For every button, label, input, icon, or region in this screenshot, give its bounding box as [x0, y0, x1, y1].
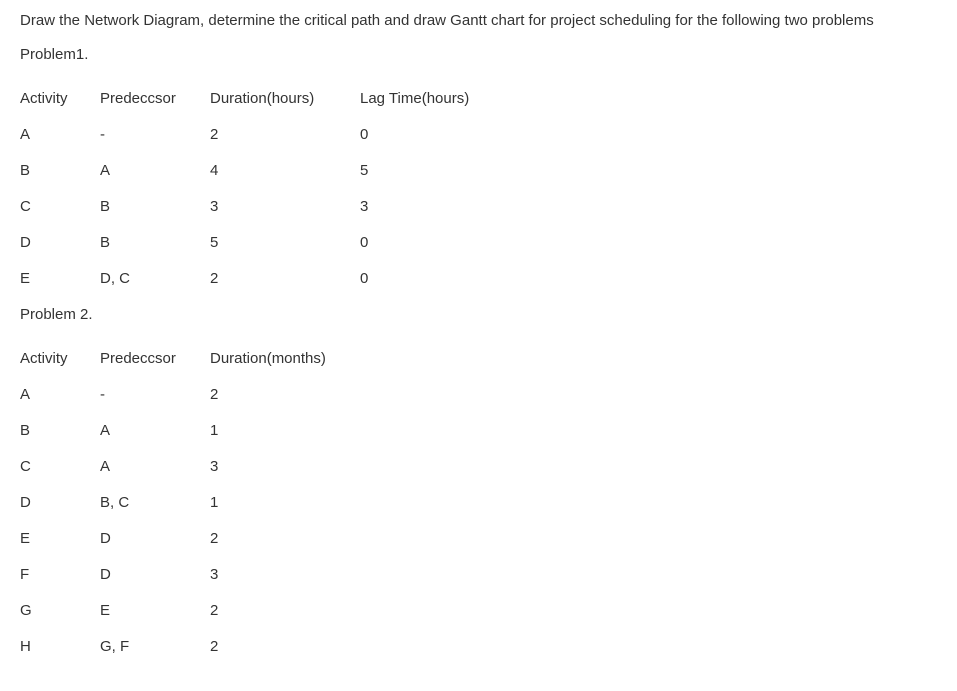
predecessor-cell: B	[100, 224, 210, 260]
table-row: BA1	[20, 412, 360, 448]
predecessor-cell: D, C	[100, 260, 210, 296]
table-row: HG, F2	[20, 628, 360, 664]
activity-cell: H	[20, 628, 100, 664]
table-row: CB33	[20, 188, 510, 224]
duration-cell: 4	[210, 152, 360, 188]
table-row: ED2	[20, 520, 360, 556]
problem1-title: Problem1.	[20, 46, 937, 64]
problem2-table: Activity Predeccsor Duration(months) A-2…	[20, 340, 360, 664]
activity-cell: G	[20, 592, 100, 628]
duration-cell: 5	[210, 224, 360, 260]
problem2-header-activity: Activity	[20, 340, 100, 376]
lag-cell: 3	[360, 188, 510, 224]
predecessor-cell: A	[100, 412, 210, 448]
predecessor-cell: D	[100, 556, 210, 592]
table-row: GE2	[20, 592, 360, 628]
predecessor-cell: -	[100, 376, 210, 412]
duration-cell: 3	[210, 448, 360, 484]
problem1-header-row: Activity Predeccsor Duration(hours) Lag …	[20, 80, 510, 116]
intro-text: Draw the Network Diagram, determine the …	[20, 12, 937, 30]
activity-cell: A	[20, 376, 100, 412]
duration-cell: 1	[210, 484, 360, 520]
table-row: A-20	[20, 116, 510, 152]
predecessor-cell: -	[100, 116, 210, 152]
duration-cell: 2	[210, 520, 360, 556]
activity-cell: E	[20, 520, 100, 556]
problem1-header-lag: Lag Time(hours)	[360, 80, 510, 116]
predecessor-cell: G, F	[100, 628, 210, 664]
problem1-header-duration: Duration(hours)	[210, 80, 360, 116]
lag-cell: 0	[360, 260, 510, 296]
table-row: DB50	[20, 224, 510, 260]
activity-cell: D	[20, 224, 100, 260]
problem2-header-duration: Duration(months)	[210, 340, 360, 376]
predecessor-cell: A	[100, 448, 210, 484]
problem2-header-predecessor: Predeccsor	[100, 340, 210, 376]
duration-cell: 2	[210, 116, 360, 152]
predecessor-cell: D	[100, 520, 210, 556]
problem1-table: Activity Predeccsor Duration(hours) Lag …	[20, 80, 510, 296]
table-row: FD3	[20, 556, 360, 592]
activity-cell: E	[20, 260, 100, 296]
table-row: A-2	[20, 376, 360, 412]
table-row: CA3	[20, 448, 360, 484]
lag-cell: 0	[360, 116, 510, 152]
problem1-header-activity: Activity	[20, 80, 100, 116]
duration-cell: 2	[210, 376, 360, 412]
duration-cell: 3	[210, 556, 360, 592]
lag-cell: 0	[360, 224, 510, 260]
predecessor-cell: B, C	[100, 484, 210, 520]
activity-cell: B	[20, 152, 100, 188]
problem2-title: Problem 2.	[20, 306, 937, 324]
predecessor-cell: E	[100, 592, 210, 628]
activity-cell: A	[20, 116, 100, 152]
table-row: ED, C20	[20, 260, 510, 296]
duration-cell: 3	[210, 188, 360, 224]
duration-cell: 2	[210, 592, 360, 628]
problem1-header-predecessor: Predeccsor	[100, 80, 210, 116]
predecessor-cell: A	[100, 152, 210, 188]
activity-cell: D	[20, 484, 100, 520]
duration-cell: 2	[210, 260, 360, 296]
activity-cell: B	[20, 412, 100, 448]
duration-cell: 1	[210, 412, 360, 448]
problem2-header-row: Activity Predeccsor Duration(months)	[20, 340, 360, 376]
activity-cell: F	[20, 556, 100, 592]
table-row: DB, C1	[20, 484, 360, 520]
table-row: BA45	[20, 152, 510, 188]
predecessor-cell: B	[100, 188, 210, 224]
lag-cell: 5	[360, 152, 510, 188]
activity-cell: C	[20, 448, 100, 484]
duration-cell: 2	[210, 628, 360, 664]
activity-cell: C	[20, 188, 100, 224]
